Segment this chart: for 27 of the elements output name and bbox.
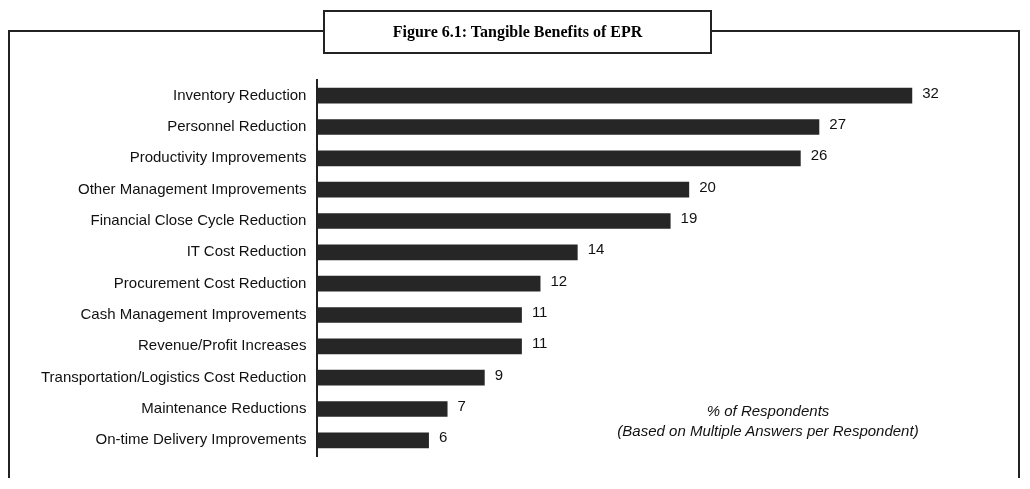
data-label: 7 <box>457 397 466 415</box>
data-label: 11 <box>531 303 548 321</box>
y-tick-label: Revenue/Profit Increases <box>137 336 307 354</box>
y-tick-label: On-time Delivery Improvements <box>95 430 307 448</box>
y-tick-label: IT Cost Reduction <box>186 242 307 260</box>
chart-title: Figure 6.1: Tangible Benefits of EPR <box>323 10 712 54</box>
y-tick-label: Productivity Improvements <box>129 148 307 166</box>
y-tick-label: Cash Management Improvements <box>80 305 307 323</box>
data-label: 27 <box>829 115 846 133</box>
data-label: 14 <box>587 240 605 258</box>
annotation: (Based on Multiple Answers per Respondent) <box>617 422 919 439</box>
data-label: 12 <box>550 271 568 289</box>
y-tick-label: Transportation/Logistics Cost Reduction <box>40 367 307 385</box>
y-tick-label: Other Management Improvements <box>77 179 307 197</box>
y-tick-label: Personnel Reduction <box>167 117 307 135</box>
data-label: 20 <box>699 177 716 195</box>
data-label: 26 <box>810 146 828 164</box>
data-label: 6 <box>438 428 448 446</box>
annotation: % of Respondents <box>706 402 830 419</box>
y-tick-label: Financial Close Cycle Reduction <box>90 211 307 229</box>
y-tick-label: Maintenance Reductions <box>141 399 307 417</box>
data-label: 9 <box>494 365 504 383</box>
data-label: 32 <box>922 83 939 101</box>
data-label: 11 <box>531 334 548 352</box>
data-label: 19 <box>680 209 698 227</box>
y-tick-label: Inventory Reduction <box>172 85 307 103</box>
y-tick-label: Procurement Cost Reduction <box>113 273 307 291</box>
